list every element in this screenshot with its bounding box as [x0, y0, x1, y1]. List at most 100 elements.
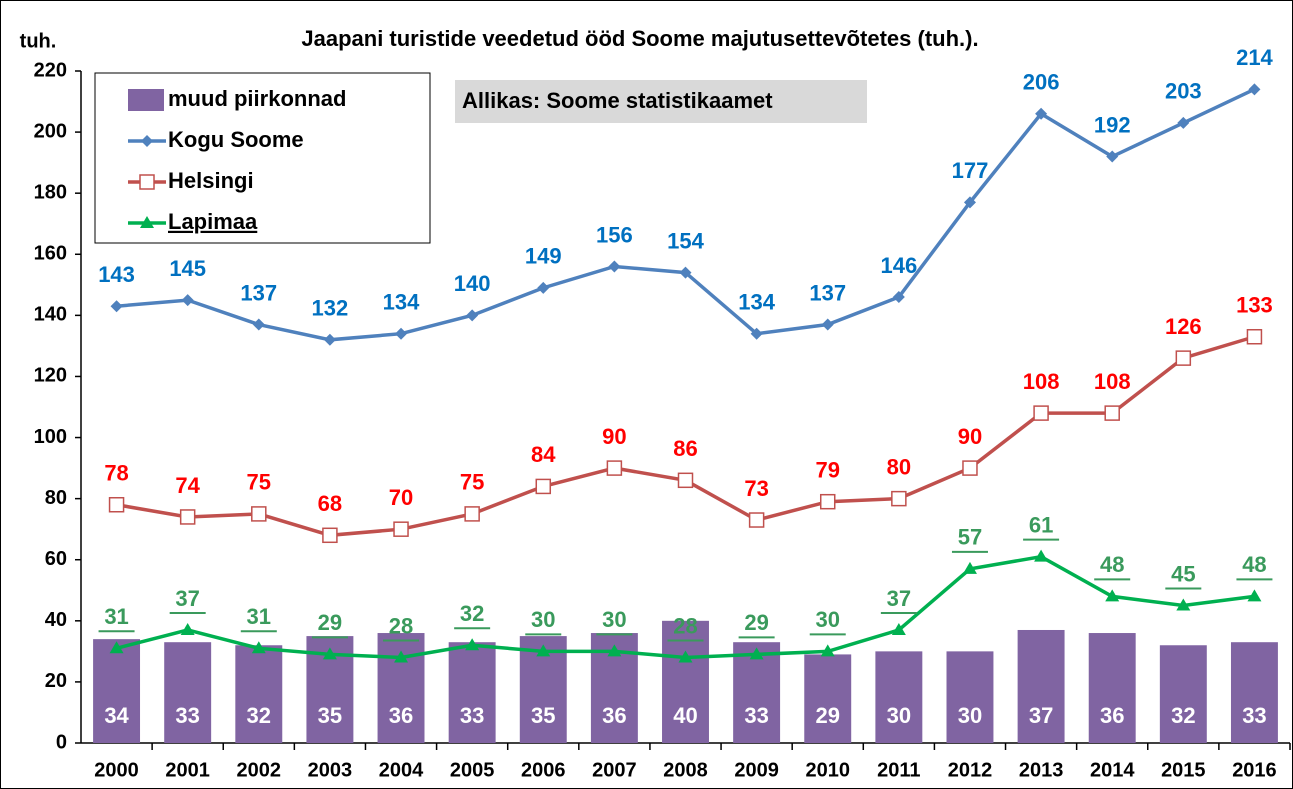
bar-label: 33 — [744, 703, 768, 728]
data-label: 214 — [1236, 45, 1273, 70]
point — [1106, 150, 1119, 163]
point — [819, 493, 836, 510]
point — [393, 521, 409, 537]
bar-label: 33 — [175, 703, 199, 728]
data-label: 30 — [602, 607, 626, 632]
data-label: 134 — [738, 290, 775, 315]
point — [394, 650, 409, 663]
bar-label: 35 — [531, 703, 555, 728]
legend-label: Helsingi — [168, 168, 254, 193]
point — [537, 281, 550, 294]
point — [251, 641, 266, 654]
point — [606, 460, 623, 476]
point — [181, 294, 194, 307]
x-tick-label: 2010 — [805, 759, 850, 781]
data-label: 29 — [318, 610, 342, 635]
y-tick-label: 160 — [34, 243, 67, 265]
y-tick-label: 140 — [34, 304, 67, 326]
point — [1176, 598, 1191, 611]
bar-label: 36 — [389, 703, 413, 728]
bar-label: 34 — [104, 703, 129, 728]
point — [179, 509, 196, 525]
data-label: 84 — [531, 442, 556, 467]
data-label: 37 — [175, 586, 199, 611]
y-tick-label: 0 — [56, 731, 67, 753]
data-label: 31 — [104, 604, 128, 629]
point — [607, 644, 622, 657]
bar-label: 29 — [815, 703, 839, 728]
data-label: 75 — [247, 470, 271, 495]
x-tick-label: 2003 — [308, 759, 353, 781]
point — [679, 266, 692, 279]
point — [892, 291, 905, 304]
x-tick-label: 2016 — [1232, 759, 1277, 781]
data-label: 90 — [602, 424, 626, 449]
bar-label: 40 — [673, 703, 697, 728]
data-label: 192 — [1094, 112, 1131, 137]
bar-label: 32 — [247, 703, 271, 728]
data-label: 75 — [460, 470, 484, 495]
point — [1175, 350, 1192, 366]
point — [608, 260, 621, 273]
legend-label: Kogu Soome — [168, 127, 304, 152]
point — [465, 638, 480, 651]
x-tick-label: 2014 — [1090, 759, 1135, 781]
y-tick-label: 60 — [45, 548, 67, 570]
data-label: 140 — [454, 271, 491, 296]
legend-marker — [139, 174, 155, 190]
y-tick-label: 180 — [34, 181, 67, 203]
data-label: 31 — [247, 604, 271, 629]
point — [891, 490, 907, 507]
data-label: 206 — [1023, 70, 1060, 95]
bar — [1088, 633, 1136, 743]
y-tick-label: 20 — [45, 670, 67, 692]
data-label: 28 — [673, 613, 697, 638]
legend-label: Lapimaa — [168, 209, 258, 234]
point — [536, 644, 551, 657]
x-tick-label: 2008 — [663, 759, 708, 781]
point — [464, 506, 480, 522]
data-label: 61 — [1029, 512, 1053, 537]
data-label: 57 — [958, 525, 982, 550]
bar — [804, 654, 852, 743]
x-tick-label: 2004 — [379, 759, 424, 781]
data-label: 108 — [1023, 369, 1060, 394]
bar — [235, 645, 283, 743]
bar — [1159, 645, 1207, 743]
data-label: 149 — [525, 244, 562, 269]
legend-swatch — [128, 89, 164, 111]
x-tick-label: 2005 — [450, 759, 495, 781]
bar-label: 35 — [318, 703, 342, 728]
bar-label: 33 — [460, 703, 484, 728]
data-label: 108 — [1094, 369, 1131, 394]
data-label: 30 — [815, 607, 839, 632]
point — [1033, 405, 1049, 421]
bar-label: 37 — [1029, 703, 1053, 728]
bar-label: 32 — [1171, 703, 1195, 728]
point — [251, 506, 267, 522]
point — [323, 333, 336, 346]
data-label: 29 — [744, 610, 768, 635]
x-tick-label: 2009 — [734, 759, 779, 781]
data-label: 154 — [667, 228, 704, 253]
y-axis-label: tuh. — [20, 30, 57, 52]
data-label: 156 — [596, 222, 633, 247]
y-tick-label: 200 — [34, 120, 67, 142]
x-tick-label: 2000 — [94, 759, 139, 781]
data-label: 28 — [389, 613, 413, 638]
point — [820, 644, 835, 657]
data-label: 48 — [1242, 552, 1266, 577]
point — [750, 327, 763, 340]
point — [252, 318, 265, 331]
x-tick-label: 2013 — [1019, 759, 1064, 781]
data-label: 78 — [104, 461, 128, 486]
data-label: 80 — [887, 454, 911, 479]
point — [749, 647, 764, 660]
bar-label: 36 — [1100, 703, 1124, 728]
point — [962, 460, 978, 476]
bar — [946, 651, 994, 743]
data-label: 145 — [169, 256, 206, 281]
data-label: 32 — [460, 601, 484, 626]
point — [748, 512, 765, 528]
